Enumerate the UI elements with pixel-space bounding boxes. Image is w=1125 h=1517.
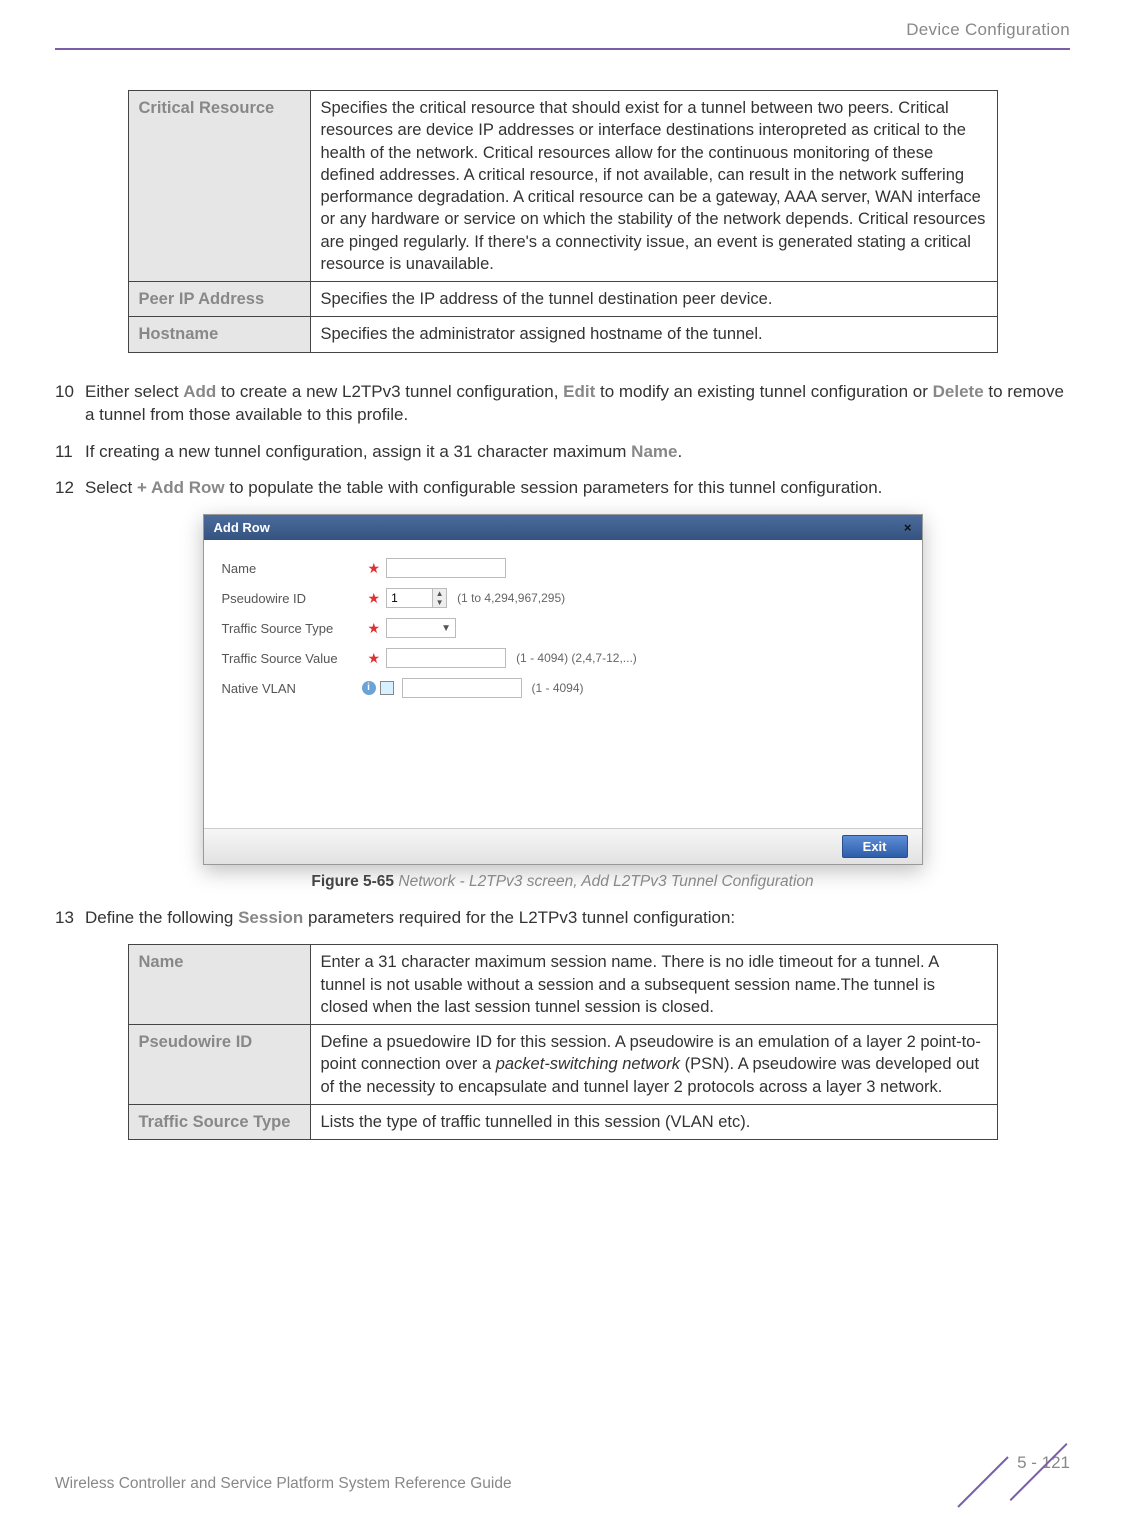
text: to modify an existing tunnel configurati… xyxy=(595,382,932,401)
info-icon: i xyxy=(362,681,376,695)
param-label: Name xyxy=(128,945,310,1025)
step-number: 12 xyxy=(55,477,85,500)
dialog-body: Name ★ Pseudowire ID ★ ▲▼ (1 to 4,294,96… xyxy=(204,540,922,828)
step-number: 13 xyxy=(55,907,85,930)
footer-right: 5 - 121 xyxy=(943,1433,1070,1493)
text: If creating a new tunnel configuration, … xyxy=(85,442,631,461)
param-desc: Specifies the critical resource that sho… xyxy=(310,91,997,282)
field-hint: (1 - 4094) (2,4,7-12,...) xyxy=(516,651,637,665)
text: to populate the table with configurable … xyxy=(225,478,883,497)
text: parameters required for the L2TPv3 tunne… xyxy=(303,908,735,927)
param-desc: Define a psuedowire ID for this session.… xyxy=(310,1025,997,1105)
step-number: 11 xyxy=(55,441,85,464)
keyword-add: Add xyxy=(183,382,216,401)
keyword-add-row: + Add Row xyxy=(137,478,225,497)
keyword-edit: Edit xyxy=(563,382,595,401)
field-source-value-row: Traffic Source Value ★ (1 - 4094) (2,4,7… xyxy=(222,648,904,668)
figure-caption: Figure 5-65 Network - L2TPv3 screen, Add… xyxy=(55,873,1070,891)
step-11: 11 If creating a new tunnel configuratio… xyxy=(55,441,1070,464)
step-number: 10 xyxy=(55,381,85,427)
param-label: Traffic Source Type xyxy=(128,1104,310,1139)
table-row: Peer IP Address Specifies the IP address… xyxy=(128,282,997,317)
field-hint: (1 to 4,294,967,295) xyxy=(457,591,565,605)
dialog-footer: Exit xyxy=(204,828,922,864)
field-pseudowire-row: Pseudowire ID ★ ▲▼ (1 to 4,294,967,295) xyxy=(222,588,904,608)
table-row: Name Enter a 31 character maximum sessio… xyxy=(128,945,997,1025)
keyword-name: Name xyxy=(631,442,677,461)
step-text: If creating a new tunnel configuration, … xyxy=(85,441,1070,464)
table-row: Traffic Source Type Lists the type of tr… xyxy=(128,1104,997,1139)
step-text: Select + Add Row to populate the table w… xyxy=(85,477,1070,500)
source-type-select[interactable]: ▼ xyxy=(386,618,456,638)
field-label: Native VLAN xyxy=(222,681,362,696)
spinner-buttons[interactable]: ▲▼ xyxy=(432,589,446,607)
name-input[interactable] xyxy=(386,558,506,578)
figure-title: Network - L2TPv3 screen, Add L2TPv3 Tunn… xyxy=(398,873,813,890)
field-source-type-row: Traffic Source Type ★ ▼ xyxy=(222,618,904,638)
param-label: Hostname xyxy=(128,317,310,352)
text: to create a new L2TPv3 tunnel configurat… xyxy=(216,382,563,401)
page-footer: Wireless Controller and Service Platform… xyxy=(55,1433,1070,1493)
pseudowire-spinner[interactable]: ▲▼ xyxy=(386,588,447,608)
param-label: Critical Resource xyxy=(128,91,310,282)
dialog-titlebar: Add Row × xyxy=(204,515,922,540)
close-icon[interactable]: × xyxy=(904,520,912,535)
header-section-title: Device Configuration xyxy=(55,20,1070,40)
content-area: Critical Resource Specifies the critical… xyxy=(55,50,1070,1140)
table-row: Hostname Specifies the administrator ass… xyxy=(128,317,997,352)
step-text: Either select Add to create a new L2TPv3… xyxy=(85,381,1070,427)
field-label: Pseudowire ID xyxy=(222,591,362,606)
param-desc: Specifies the administrator assigned hos… xyxy=(310,317,997,352)
field-label: Name xyxy=(222,561,362,576)
param-desc: Specifies the IP address of the tunnel d… xyxy=(310,282,997,317)
field-name-row: Name ★ xyxy=(222,558,904,578)
field-hint: (1 - 4094) xyxy=(532,681,584,695)
required-icon: ★ xyxy=(368,620,381,637)
text: Define the following xyxy=(85,908,238,927)
param-label: Peer IP Address xyxy=(128,282,310,317)
field-label: Traffic Source Type xyxy=(222,621,362,636)
parameter-table-1: Critical Resource Specifies the critical… xyxy=(128,90,998,353)
exit-button[interactable]: Exit xyxy=(842,835,908,858)
figure-number: Figure 5-65 xyxy=(311,873,394,890)
text: Select xyxy=(85,478,137,497)
table-row: Pseudowire ID Define a psuedowire ID for… xyxy=(128,1025,997,1105)
text: . xyxy=(677,442,682,461)
keyword-delete: Delete xyxy=(933,382,984,401)
param-label: Pseudowire ID xyxy=(128,1025,310,1105)
emphasis: packet-switching network xyxy=(496,1055,680,1073)
required-icon: ★ xyxy=(368,590,381,607)
required-icon: ★ xyxy=(368,650,381,667)
step-12: 12 Select + Add Row to populate the tabl… xyxy=(55,477,1070,500)
step-text: Define the following Session parameters … xyxy=(85,907,1070,930)
required-icon: ★ xyxy=(368,560,381,577)
step-10: 10 Either select Add to create a new L2T… xyxy=(55,381,1070,427)
table-row: Critical Resource Specifies the critical… xyxy=(128,91,997,282)
param-desc: Lists the type of traffic tunnelled in t… xyxy=(310,1104,997,1139)
param-desc: Enter a 31 character maximum session nam… xyxy=(310,945,997,1025)
text: Either select xyxy=(85,382,183,401)
footer-guide-title: Wireless Controller and Service Platform… xyxy=(55,1475,512,1493)
source-value-input[interactable] xyxy=(386,648,506,668)
parameter-table-2: Name Enter a 31 character maximum sessio… xyxy=(128,944,998,1140)
document-page: Device Configuration Critical Resource S… xyxy=(0,0,1125,1517)
add-row-dialog: Add Row × Name ★ Pseudowire ID ★ ▲▼ (1 t… xyxy=(203,514,923,865)
native-vlan-input[interactable] xyxy=(402,678,522,698)
field-label: Traffic Source Value xyxy=(222,651,362,666)
keyword-session: Session xyxy=(238,908,303,927)
corner-decoration xyxy=(943,1433,1003,1493)
native-vlan-checkbox[interactable] xyxy=(380,681,394,695)
pseudowire-input[interactable] xyxy=(387,589,432,607)
field-native-vlan-row: Native VLAN i (1 - 4094) xyxy=(222,678,904,698)
dialog-title: Add Row xyxy=(214,520,270,535)
step-13: 13 Define the following Session paramete… xyxy=(55,907,1070,930)
